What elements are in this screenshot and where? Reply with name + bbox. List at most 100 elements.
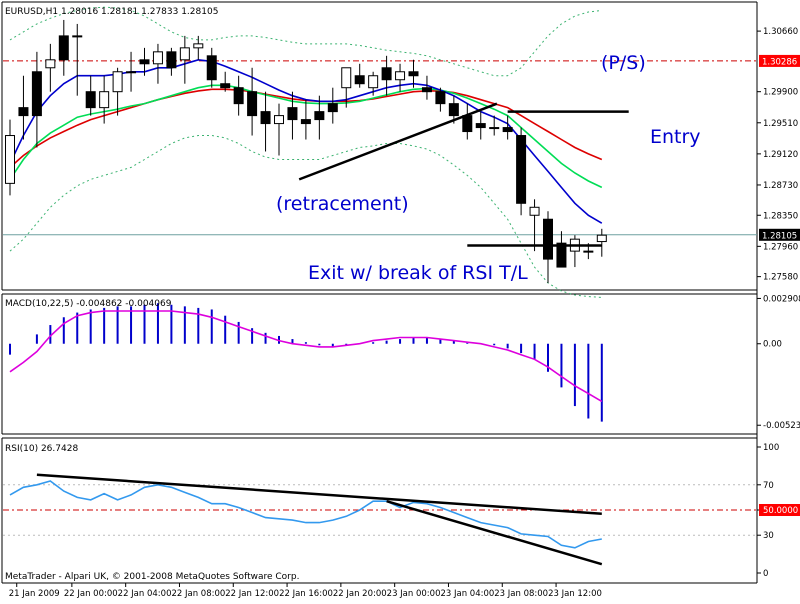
- candle-body: [300, 119, 311, 125]
- macd-axis: 0.002908 0.00 -0.00523: [757, 294, 800, 431]
- candle-body: [260, 111, 271, 125]
- level-price-label-bg: [759, 54, 800, 67]
- time-tick-label: 23 Jan 12:00: [548, 589, 602, 599]
- candle-body: [274, 115, 284, 125]
- candle-body: [72, 35, 83, 38]
- candle-body: [381, 67, 392, 81]
- candle-body: [247, 91, 258, 117]
- time-tick-label: 22 Jan 00:00: [64, 589, 118, 599]
- candle-body: [166, 51, 177, 69]
- candle-body: [516, 135, 527, 204]
- candle-body: [543, 218, 553, 260]
- time-tick-label: 22 Jan 20:00: [333, 589, 387, 599]
- rsi-line: [9, 480, 602, 549]
- time-tick-label: 23 Jan 04:00: [440, 589, 494, 599]
- price-tick-label: 1.29900: [763, 88, 798, 98]
- candle-body: [126, 71, 137, 74]
- candle-body: [583, 250, 594, 253]
- panel-frames: [1, 1, 758, 584]
- macd-signal-line: [9, 310, 603, 403]
- macd-panel-title: MACD(10,22,5) -0.004862 -0.004069: [5, 299, 172, 309]
- time-tick-label: 23 Jan 08:00: [494, 589, 548, 599]
- current-price-label-bg: [759, 228, 800, 241]
- rsi-trendline: [386, 499, 603, 566]
- rsi-trendlines: [36, 473, 603, 566]
- candle-body: [341, 67, 352, 89]
- annotation-ps: (P/S): [601, 52, 646, 74]
- rsi-tick-label: 50.0000: [763, 506, 798, 516]
- candle-body: [489, 127, 500, 130]
- candle-body: [368, 75, 379, 89]
- annotation-retracement: (retracement): [276, 193, 409, 215]
- candle-body: [475, 123, 486, 129]
- price-tick-label: 1.28350: [763, 211, 798, 221]
- candle-body: [31, 71, 42, 117]
- rsi-mid-label-bg: [759, 504, 800, 516]
- rsi-tick-label: 70: [763, 481, 774, 491]
- candle-body: [435, 91, 446, 105]
- candle-body: [179, 47, 190, 61]
- time-tick-label: 22 Jan 12:00: [225, 589, 279, 599]
- candle-body: [502, 127, 513, 133]
- price-tick-label: 1.27960: [763, 242, 798, 252]
- rsi-tick-label: 0: [763, 569, 768, 579]
- candle-body: [152, 51, 163, 65]
- candle-body: [206, 55, 217, 81]
- bollinger-upper-line: [9, 6, 602, 77]
- time-tick-label: 22 Jan 16:00: [279, 589, 333, 599]
- candlesticks: [5, 19, 607, 284]
- bollinger-bands: [3, 6, 757, 298]
- time-tick-label: 21 Jan 2009: [9, 589, 60, 599]
- candle-body: [193, 43, 204, 49]
- candle-body: [448, 103, 459, 117]
- time-tick-label: 22 Jan 04:00: [118, 589, 172, 599]
- price-axis: 1.30660 1.29900 1.29510 1.29120 1.28730 1.283…: [757, 27, 800, 283]
- candle-body: [314, 111, 325, 121]
- candle-body: [327, 103, 338, 113]
- rsi-polyline: [9, 480, 602, 549]
- annotation-exit: Exit w/ break of RSI T/L: [308, 262, 528, 284]
- candle-body: [18, 107, 29, 117]
- candle-body: [112, 71, 123, 93]
- candle-body: [462, 115, 473, 133]
- candle-body: [421, 87, 432, 93]
- candle-body: [5, 135, 15, 184]
- price-tick-label: 1.29120: [763, 150, 798, 160]
- candle-body: [529, 206, 540, 216]
- candle-body: [139, 59, 150, 65]
- price-tick-label: 1.28730: [763, 181, 798, 191]
- price-panel: 1.30660 1.29900 1.29510 1.29120 1.28730 1.283…: [3, 6, 800, 298]
- candle-body: [556, 242, 567, 268]
- time-tick-label: 23 Jan 00:00: [387, 589, 441, 599]
- price-tick-label: 1.30660: [763, 27, 798, 37]
- footer-copyright: MetaTrader - Alpari UK, © 2001-2008 Meta…: [5, 572, 299, 582]
- candle-body: [85, 91, 96, 109]
- current-price-label: 1.28105: [762, 231, 797, 241]
- time-axis: 21 Jan 2009 22 Jan 00:00 22 Jan 04:00 22 Ja…: [9, 583, 602, 599]
- candle-body: [395, 71, 406, 81]
- price-panel-title: EURUSD,H1 1.28016 1.28181 1.27833 1.2810…: [5, 7, 218, 17]
- macd-tick-label: 0.00: [763, 340, 782, 350]
- rsi-tick-label: 30: [763, 531, 774, 541]
- time-tick-label: 22 Jan 08:00: [171, 589, 225, 599]
- candle-body: [220, 83, 231, 89]
- candle-body: [99, 91, 110, 109]
- candle-body: [354, 75, 365, 85]
- annotation-entry: Entry: [650, 126, 701, 148]
- price-trendlines: [298, 102, 629, 247]
- macd-signal-polyline: [9, 310, 603, 403]
- rsi-levels: [3, 484, 757, 536]
- candle-body: [408, 71, 419, 77]
- price-tick-label: 1.27580: [763, 273, 798, 283]
- macd-tick-label: 0.002908: [763, 294, 800, 304]
- rsi-tick-label: 100: [763, 443, 779, 453]
- rsi-trendline: [36, 473, 602, 516]
- macd-panel: 0.002908 0.00 -0.00523 MACD(10,22,5) -0.00…: [5, 294, 800, 431]
- level-price-label: 1.30286: [762, 57, 797, 67]
- rsi-panel-title: RSI(10) 26.7428: [5, 444, 78, 454]
- candle-body: [58, 35, 69, 61]
- candle-body: [287, 107, 298, 121]
- candle-body: [45, 59, 56, 69]
